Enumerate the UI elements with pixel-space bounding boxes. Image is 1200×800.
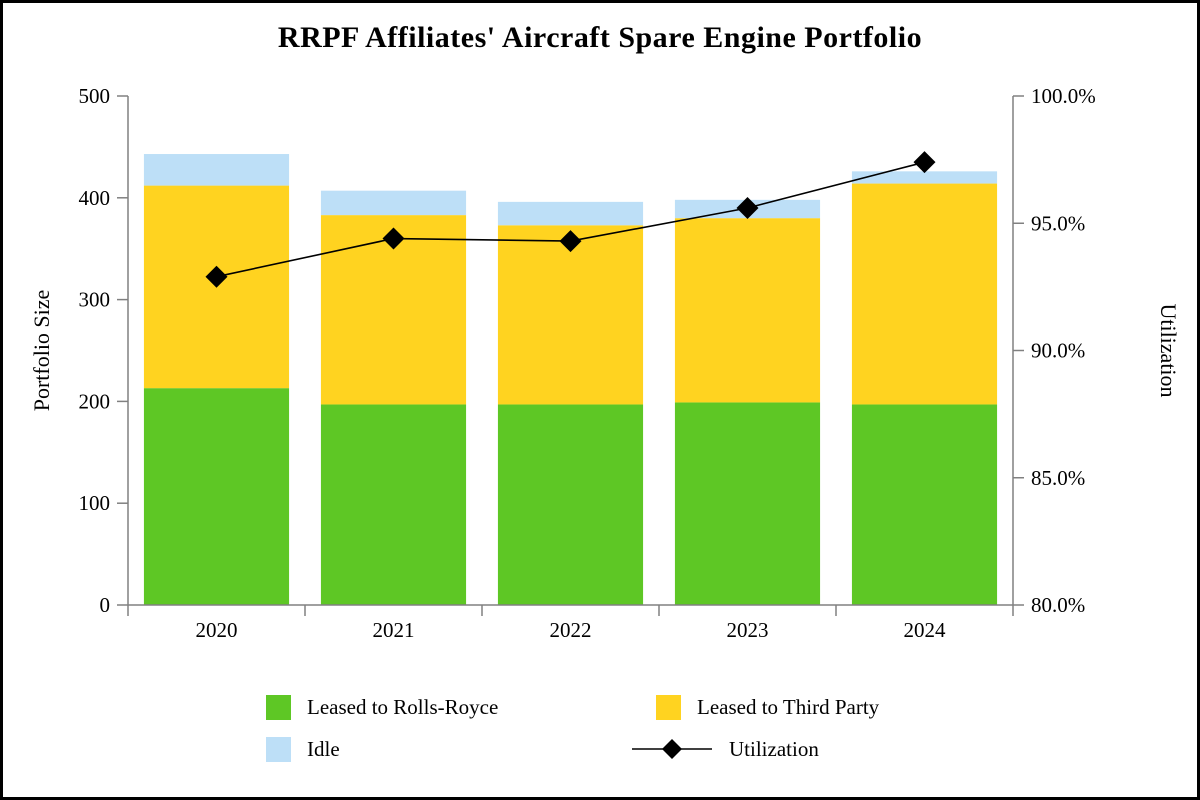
utilization-marker bbox=[913, 151, 936, 174]
left-axis-title: Portfolio Size bbox=[29, 290, 54, 412]
right-axis-tick-label: 80.0% bbox=[1031, 593, 1085, 617]
x-axis-category-label: 2022 bbox=[550, 618, 592, 642]
bar-segment bbox=[674, 218, 821, 403]
left-axis-tick-label: 400 bbox=[79, 186, 111, 210]
right-axis-tick-label: 85.0% bbox=[1031, 466, 1085, 490]
legend-item-leased-to-rolls-royce: Leased to Rolls-Royce bbox=[266, 694, 498, 720]
legend-swatch-idle bbox=[266, 736, 291, 762]
left-axis-tick-label: 300 bbox=[79, 288, 111, 312]
utilization-marker bbox=[559, 230, 582, 253]
legend-label-utilization: Utilization bbox=[729, 736, 819, 761]
left-axis-tick-label: 100 bbox=[79, 491, 111, 515]
bar-segment bbox=[851, 183, 998, 405]
legend-item-leased-to-third-party: Leased to Third Party bbox=[656, 694, 879, 720]
bar-segment bbox=[497, 404, 644, 605]
left-axis-tick-label: 200 bbox=[79, 389, 111, 413]
right-axis-tick-label: 95.0% bbox=[1031, 211, 1085, 235]
left-axis-tick-label: 500 bbox=[79, 84, 111, 108]
bar-segment bbox=[851, 171, 998, 184]
bar-segment bbox=[143, 388, 290, 605]
legend-item-idle: Idle bbox=[266, 736, 340, 762]
axes-group bbox=[117, 95, 1024, 616]
right-axis-tick-label: 100.0% bbox=[1031, 84, 1096, 108]
x-axis-category-label: 2021 bbox=[373, 618, 415, 642]
legend-label-leased-to-rolls-royce: Leased to Rolls-Royce bbox=[307, 694, 499, 719]
bar-segment bbox=[320, 404, 467, 605]
legend-swatch-leased-to-rolls-royce bbox=[266, 694, 291, 720]
left-axis-tick-label: 0 bbox=[100, 593, 111, 617]
legend-label-leased-to-third-party: Leased to Third Party bbox=[697, 694, 880, 719]
bars-group bbox=[143, 154, 998, 605]
bar-segment bbox=[497, 225, 644, 405]
right-axis-tick-label: 90.0% bbox=[1031, 339, 1085, 363]
chart-title: RRPF Affiliates' Aircraft Spare Engine P… bbox=[277, 21, 923, 54]
legend-swatch-leased-to-third-party bbox=[656, 694, 681, 720]
utilization-marker bbox=[736, 196, 759, 219]
bar-segment bbox=[497, 201, 644, 226]
legend-label-idle: Idle bbox=[307, 736, 340, 761]
utilization-line-marker-icon bbox=[632, 739, 712, 759]
bar-segment bbox=[143, 154, 290, 186]
legend-item-utilization: Utilization bbox=[631, 736, 819, 762]
right-axis-title: Utilization bbox=[1156, 303, 1181, 397]
bar-segment bbox=[851, 404, 998, 605]
x-axis-category-label: 2020 bbox=[196, 618, 238, 642]
utilization-marker bbox=[382, 227, 405, 250]
portfolio-chart-canvas: 0 100 200 300 400 500 80.0% 85.0% 90.0% 95.0% 100.… bbox=[29, 84, 1181, 642]
utilization-marker bbox=[205, 265, 228, 288]
x-axis-category-label: 2023 bbox=[727, 618, 769, 642]
x-axis-category-label: 2024 bbox=[904, 618, 947, 642]
bar-segment bbox=[320, 190, 467, 216]
bar-segment bbox=[674, 402, 821, 605]
